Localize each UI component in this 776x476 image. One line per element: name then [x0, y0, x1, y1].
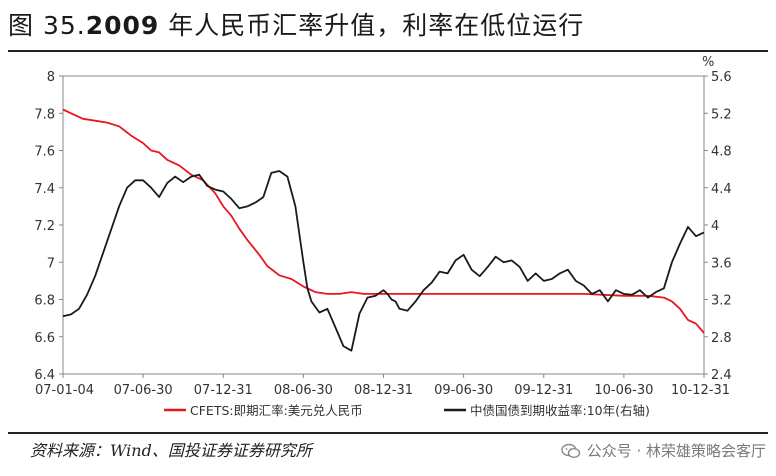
line-chart: 6.4 6.6 6.8 7 7.2 7.4 7.6 7.8 8 2.4 2.8 3.2 3.6 4 4.4 4…: [34, 55, 732, 418]
series-line-1: [62, 108, 705, 334]
x-tick-label: 08-12-31: [354, 383, 413, 398]
x-tick-label: 09-12-31: [514, 383, 573, 398]
right-tick-label: 4: [711, 219, 719, 234]
x-tick-label: 07-01-04: [35, 383, 94, 398]
left-tick-label: 6.4: [34, 368, 55, 383]
x-tick-label: 09-06-30: [434, 383, 493, 398]
x-tick-label: 10-12-31: [671, 383, 730, 398]
right-tick-label: 4.4: [711, 182, 732, 197]
right-tick-label: 3.2: [711, 294, 732, 309]
right-tick-label: 4.8: [711, 145, 732, 160]
figure-title: 图 35.2009 年人民币汇率升值，利率在低位运行: [8, 6, 768, 46]
legend-label-2: 中债国债到期收益率:10年(右轴): [470, 403, 650, 418]
right-tick-label: 5.2: [711, 107, 732, 122]
x-tick-label: 07-12-31: [194, 383, 253, 398]
right-tick-label: 5.6: [711, 70, 732, 85]
right-tick-label: 3.6: [711, 256, 732, 271]
watermark: 公众号 · 林荣雄策略会客厅: [560, 437, 766, 465]
right-axis-unit: %: [702, 55, 714, 70]
legend-label-1: CFETS:即期汇率:美元兑人民币: [190, 403, 363, 418]
left-tick-label: 7.4: [34, 182, 55, 197]
source-divider: [8, 432, 768, 434]
series-line-2: [62, 170, 705, 352]
left-tick-label: 7.8: [34, 107, 55, 122]
title-rest: 年人民币汇率升值，利率在低位运行: [159, 11, 585, 40]
left-tick-label: 7: [47, 256, 55, 271]
left-tick-label: 8: [47, 70, 55, 85]
left-tick-label: 6.8: [34, 294, 55, 309]
wechat-icon: [560, 443, 580, 459]
title-prefix: 图 35.: [8, 11, 86, 40]
watermark-text: 公众号 · 林荣雄策略会客厅: [586, 442, 766, 460]
right-tick-label: 2.4: [711, 368, 732, 383]
title-divider: [8, 50, 768, 52]
x-tick-label: 08-06-30: [274, 383, 333, 398]
plot-frame: [62, 75, 705, 375]
left-tick-label: 7.2: [34, 219, 55, 234]
left-tick-label: 7.6: [34, 145, 55, 160]
x-tick-label: 10-06-30: [594, 383, 653, 398]
x-tick-label: 07-06-30: [114, 383, 173, 398]
left-tick-label: 6.6: [34, 331, 55, 346]
right-tick-label: 2.8: [711, 331, 732, 346]
source-note: 资料来源：Wind、国投证券证券研究所: [30, 441, 312, 460]
title-year: 2009: [85, 11, 160, 40]
